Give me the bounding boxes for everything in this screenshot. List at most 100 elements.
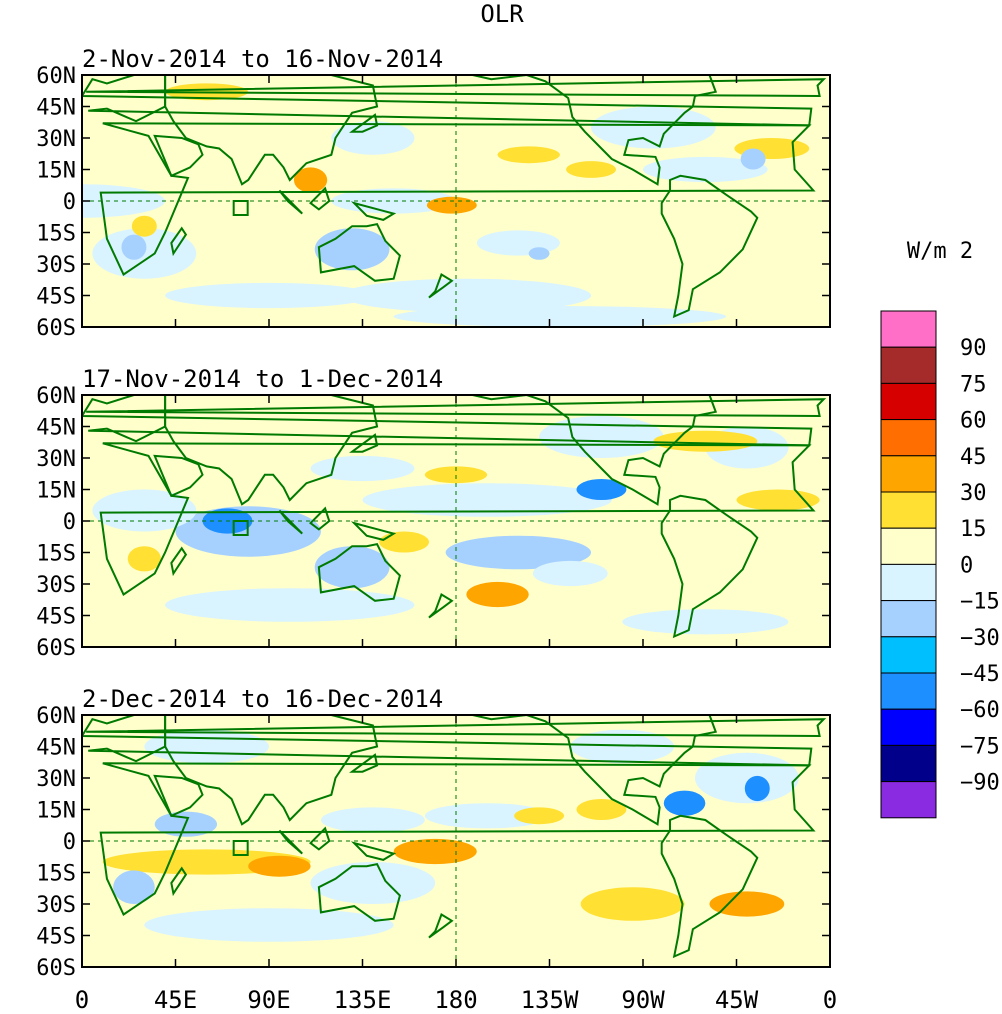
colorbar-tick-label: 60 <box>960 409 987 434</box>
latitude-tick-label: 30S <box>36 573 76 598</box>
coastline <box>428 913 454 939</box>
coastline <box>709 715 770 716</box>
olr-anomaly-region <box>576 799 627 820</box>
latitude-tick-label: 60N <box>36 384 76 409</box>
latitude-tick-label: 15N <box>36 479 76 504</box>
panel-period-label: 2-Dec-2014 to 16-Dec-2014 <box>82 685 443 713</box>
coastline <box>99 122 816 276</box>
olr-anomaly-region <box>165 588 415 622</box>
colorbar-segment <box>880 455 937 493</box>
coastline <box>309 186 331 211</box>
longitude-tick-label: 90E <box>247 986 290 1014</box>
olr-anomaly-region <box>310 862 436 904</box>
colorbar-segment <box>880 636 937 674</box>
longitude-tick-label: 0 <box>823 986 837 1014</box>
olr-anomaly-region <box>709 891 785 917</box>
olr-anomaly-region <box>514 807 565 825</box>
olr-anomaly-region <box>736 489 820 511</box>
longitude-tick-label: 90W <box>621 986 665 1014</box>
coastline <box>472 715 718 826</box>
coastline <box>349 113 379 133</box>
latitude-tick-label: 30S <box>36 893 76 918</box>
colorbar-segment <box>880 563 937 602</box>
latitude-tick-label: 60N <box>36 704 76 729</box>
figure-title: OLR <box>480 0 524 28</box>
olr-anomaly-region <box>127 546 161 572</box>
olr-anomaly-region <box>663 790 706 816</box>
coastline <box>309 826 331 851</box>
colorbar-segment <box>880 382 937 421</box>
coastline <box>153 134 204 178</box>
panel-period-label: 17-Nov-2014 to 1-Dec-2014 <box>82 365 443 393</box>
colorbar-tick-label: 45 <box>960 445 987 470</box>
coastline <box>278 189 303 215</box>
coastline <box>99 762 816 916</box>
olr-anomaly-region <box>331 188 456 214</box>
colorbar-segment <box>880 527 937 565</box>
coastline <box>317 542 402 602</box>
colorbar-segment <box>880 672 937 710</box>
latitude-tick-label: 45N <box>36 416 76 441</box>
index-box-marker <box>232 200 249 216</box>
colorbar-segment <box>880 708 937 746</box>
coastline <box>170 866 188 897</box>
longitude-tick-label: 45E <box>154 986 197 1014</box>
olr-anomaly-region <box>528 247 550 260</box>
coastline <box>278 509 303 535</box>
olr-anomaly-region <box>740 148 766 170</box>
olr-anomaly-region <box>379 531 429 553</box>
olr-anomaly-region <box>744 775 770 802</box>
olr-anomaly-region <box>622 609 789 635</box>
coastline <box>472 75 718 186</box>
olr-anomaly-region <box>310 455 415 482</box>
olr-anomaly-region <box>113 870 155 904</box>
coastline <box>350 841 397 861</box>
olr-anomaly-region <box>320 807 425 833</box>
coastline <box>350 201 397 221</box>
coastline <box>660 494 759 639</box>
coastline <box>349 753 379 773</box>
olr-anomaly-region <box>331 121 415 155</box>
colorbar-tick-label: 15 <box>960 517 987 542</box>
coastline <box>317 222 402 282</box>
coastline <box>82 75 813 127</box>
olr-anomaly-region <box>165 282 373 309</box>
coastline <box>86 78 827 98</box>
olr-anomaly-region <box>424 466 488 484</box>
latitude-tick-label: 30S <box>36 253 76 278</box>
latitude-tick-label: 30N <box>36 127 76 152</box>
coastline <box>472 395 718 506</box>
longitude-tick-label: 45W <box>715 986 759 1014</box>
olr-anomaly-region <box>570 729 675 764</box>
olr-anomaly-region <box>497 146 560 164</box>
coastline <box>350 521 397 541</box>
olr-anomaly-region <box>248 855 311 877</box>
latitude-tick-label: 15S <box>36 222 76 247</box>
latitude-tick-label: 45S <box>36 285 76 310</box>
coastline <box>428 273 454 299</box>
coastline <box>317 862 402 922</box>
latitude-tick-label: 0 <box>63 830 76 855</box>
colorbar-tick-label: −45 <box>960 662 1000 687</box>
olr-anomaly-region <box>393 838 477 865</box>
coastline <box>86 398 827 418</box>
colorbar-segment <box>880 744 937 783</box>
olr-anomaly-region <box>653 430 758 452</box>
olr-anomaly-region <box>694 752 799 804</box>
coastline <box>170 226 188 257</box>
latitude-tick-label: 0 <box>63 190 76 215</box>
index-box-marker <box>232 520 249 536</box>
coastline <box>86 718 827 738</box>
olr-anomaly-region <box>144 908 394 942</box>
coastline <box>278 829 303 855</box>
map-panel-3: 2-Dec-2014 to 16-Dec-2014 <box>81 685 831 968</box>
olr-anomaly-region <box>131 215 157 237</box>
olr-anomaly-region <box>314 228 390 271</box>
longitude-tick-label: 135W <box>521 986 579 1014</box>
olr-anomaly-region <box>341 278 592 313</box>
colorbar-segment <box>880 310 937 348</box>
coastline <box>153 454 204 498</box>
colorbar-tick-label: −75 <box>960 734 1000 759</box>
colorbar-tick-label: 30 <box>960 481 987 506</box>
